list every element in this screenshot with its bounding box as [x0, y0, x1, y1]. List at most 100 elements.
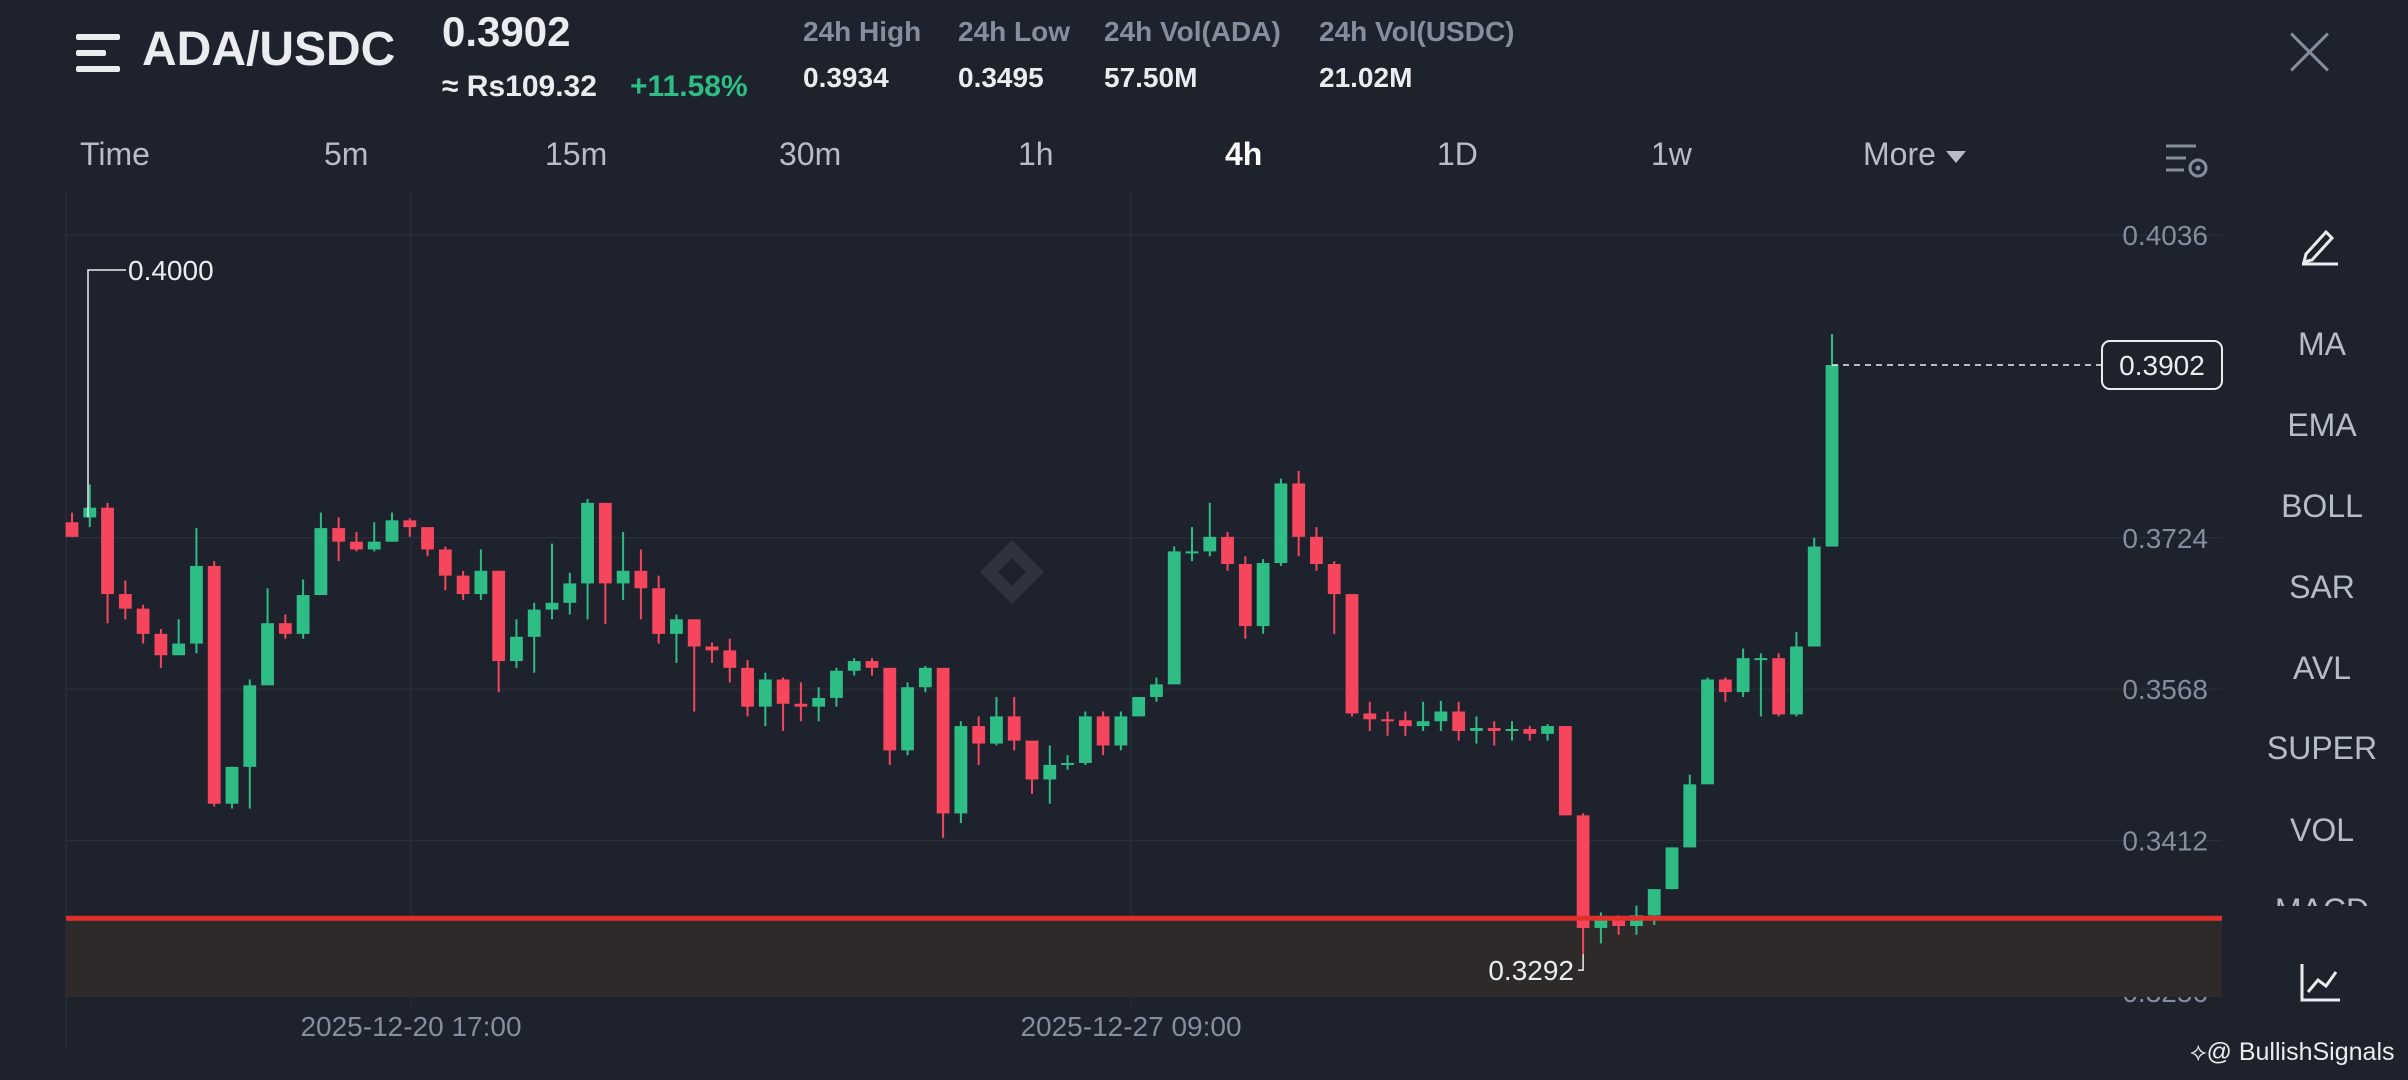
- candle-body: [1558, 726, 1572, 816]
- interval-15m[interactable]: 15m: [545, 136, 608, 172]
- candle-body: [1736, 658, 1750, 693]
- interval-1w[interactable]: 1w: [1651, 136, 1692, 172]
- watermark: ⟡@ BullishSignals: [2190, 1038, 2395, 1067]
- fiat-price: ≈ Rs109.32: [442, 70, 597, 103]
- candle-body: [118, 594, 132, 609]
- interval-time[interactable]: Time: [80, 136, 150, 172]
- more-label: More: [1863, 136, 1936, 172]
- pencil-icon[interactable]: [2298, 222, 2342, 266]
- candle-body: [1310, 536, 1323, 565]
- candle-body: [652, 588, 666, 634]
- candle-body: [1505, 728, 1519, 731]
- indicator-super[interactable]: SUPER: [2266, 730, 2378, 766]
- candle-body: [776, 679, 790, 704]
- stat-value: 57.50M: [1104, 62, 1198, 93]
- candle-body: [990, 716, 1003, 744]
- stat-value: 0.3495: [958, 62, 1044, 93]
- candle-body: [1007, 716, 1021, 741]
- last-price: 0.3902: [442, 8, 571, 55]
- indicator-ma[interactable]: MA: [2298, 326, 2346, 362]
- candle-body: [1772, 658, 1786, 715]
- y-tick-label: 0.3412: [2122, 826, 2208, 857]
- candle-body: [758, 679, 772, 707]
- interval-1d[interactable]: 1D: [1437, 136, 1478, 172]
- candle-body: [687, 619, 701, 647]
- candle-body: [1185, 551, 1199, 554]
- candle-body: [936, 667, 950, 814]
- indicator-boll[interactable]: BOLL: [2281, 488, 2363, 524]
- current-price-label: 0.3902: [2119, 350, 2205, 381]
- candle-body: [1647, 889, 1661, 916]
- pair-title[interactable]: ADA/USDC: [142, 23, 396, 76]
- candle-body: [474, 570, 488, 595]
- candle-body: [1327, 564, 1341, 595]
- candle-body: [456, 575, 470, 595]
- y-tick-label: 0.3568: [2122, 674, 2208, 705]
- interval-1h[interactable]: 1h: [1018, 136, 1054, 172]
- candle-body: [510, 636, 523, 662]
- candle-body: [1665, 847, 1679, 890]
- candle-body: [101, 507, 114, 595]
- candle-body: [1825, 365, 1839, 547]
- indicator-macd[interactable]: MACD: [2236, 892, 2408, 906]
- candle-body: [1256, 563, 1270, 627]
- candle-body: [563, 583, 577, 603]
- candle-body: [278, 623, 292, 634]
- candle-body: [1398, 720, 1412, 727]
- interval-more[interactable]: More: [1863, 136, 1966, 173]
- candle-body: [847, 661, 861, 671]
- interval-5m[interactable]: 5m: [324, 136, 369, 172]
- chart-settings-icon[interactable]: [2162, 138, 2210, 182]
- candle-body: [65, 522, 79, 537]
- candlestick-chart[interactable]: 0.40360.37240.35680.34120.32562025-12-20…: [0, 190, 2236, 1050]
- y-tick-label: 0.4036: [2122, 220, 2208, 251]
- indicator-ema[interactable]: EMA: [2287, 407, 2357, 443]
- candle-body: [154, 633, 168, 656]
- candle-body: [545, 602, 559, 610]
- candle-body: [492, 570, 506, 662]
- line-chart-icon[interactable]: [2298, 960, 2342, 1004]
- candle-body: [830, 670, 843, 698]
- menu-icon[interactable]: [76, 34, 120, 74]
- stat-24h-vol-ada: 24h Vol(ADA) 57.50M: [1104, 16, 1281, 94]
- candle-body: [296, 595, 310, 634]
- candle-body: [670, 619, 683, 634]
- candle-body: [1541, 726, 1554, 734]
- candle-body: [1594, 920, 1608, 928]
- candle-body: [1754, 658, 1768, 661]
- indicator-avl[interactable]: AVL: [2292, 650, 2352, 686]
- candle-body: [812, 697, 826, 707]
- candle-body: [1790, 646, 1803, 715]
- interval-30m[interactable]: 30m: [779, 136, 842, 172]
- shaded-zone: [66, 918, 2222, 997]
- close-icon[interactable]: [2290, 32, 2330, 72]
- candle-body: [1470, 728, 1483, 731]
- candle-body: [403, 520, 417, 528]
- candle-body: [1523, 728, 1537, 734]
- stat-24h-low: 24h Low 0.3495: [958, 16, 1070, 94]
- interval-4h[interactable]: 4h: [1225, 136, 1263, 172]
- indicator-sar[interactable]: SAR: [2289, 569, 2355, 605]
- candle-body: [421, 527, 434, 550]
- low-marker-leader: [1578, 954, 1584, 971]
- share-icon: ⟡: [2190, 1038, 2207, 1066]
- candle-body: [1612, 920, 1626, 927]
- candle-body: [1150, 684, 1163, 697]
- candle-body: [1701, 679, 1714, 785]
- candle-body: [243, 685, 257, 767]
- high-marker-label: 0.4000: [128, 255, 214, 286]
- candle-body: [190, 565, 203, 644]
- stat-value: 21.02M: [1319, 62, 1413, 93]
- candle-body: [1345, 594, 1359, 714]
- stat-label: 24h Low: [958, 16, 1071, 47]
- indicator-macd-clip: MACD: [2236, 892, 2408, 906]
- indicator-vol[interactable]: VOL: [2289, 812, 2355, 848]
- candle-body: [1416, 721, 1430, 727]
- candle-body: [1238, 564, 1252, 627]
- stat-label: 24h High: [803, 16, 922, 47]
- header: ADA/USDC 0.3902 ≈ Rs109.32 +11.58% 24h H…: [0, 0, 2408, 130]
- watermark-text: @ BullishSignals: [2206, 1038, 2395, 1066]
- candle-body: [794, 703, 808, 707]
- candle-body: [1167, 551, 1181, 685]
- binance-watermark: [980, 540, 1044, 604]
